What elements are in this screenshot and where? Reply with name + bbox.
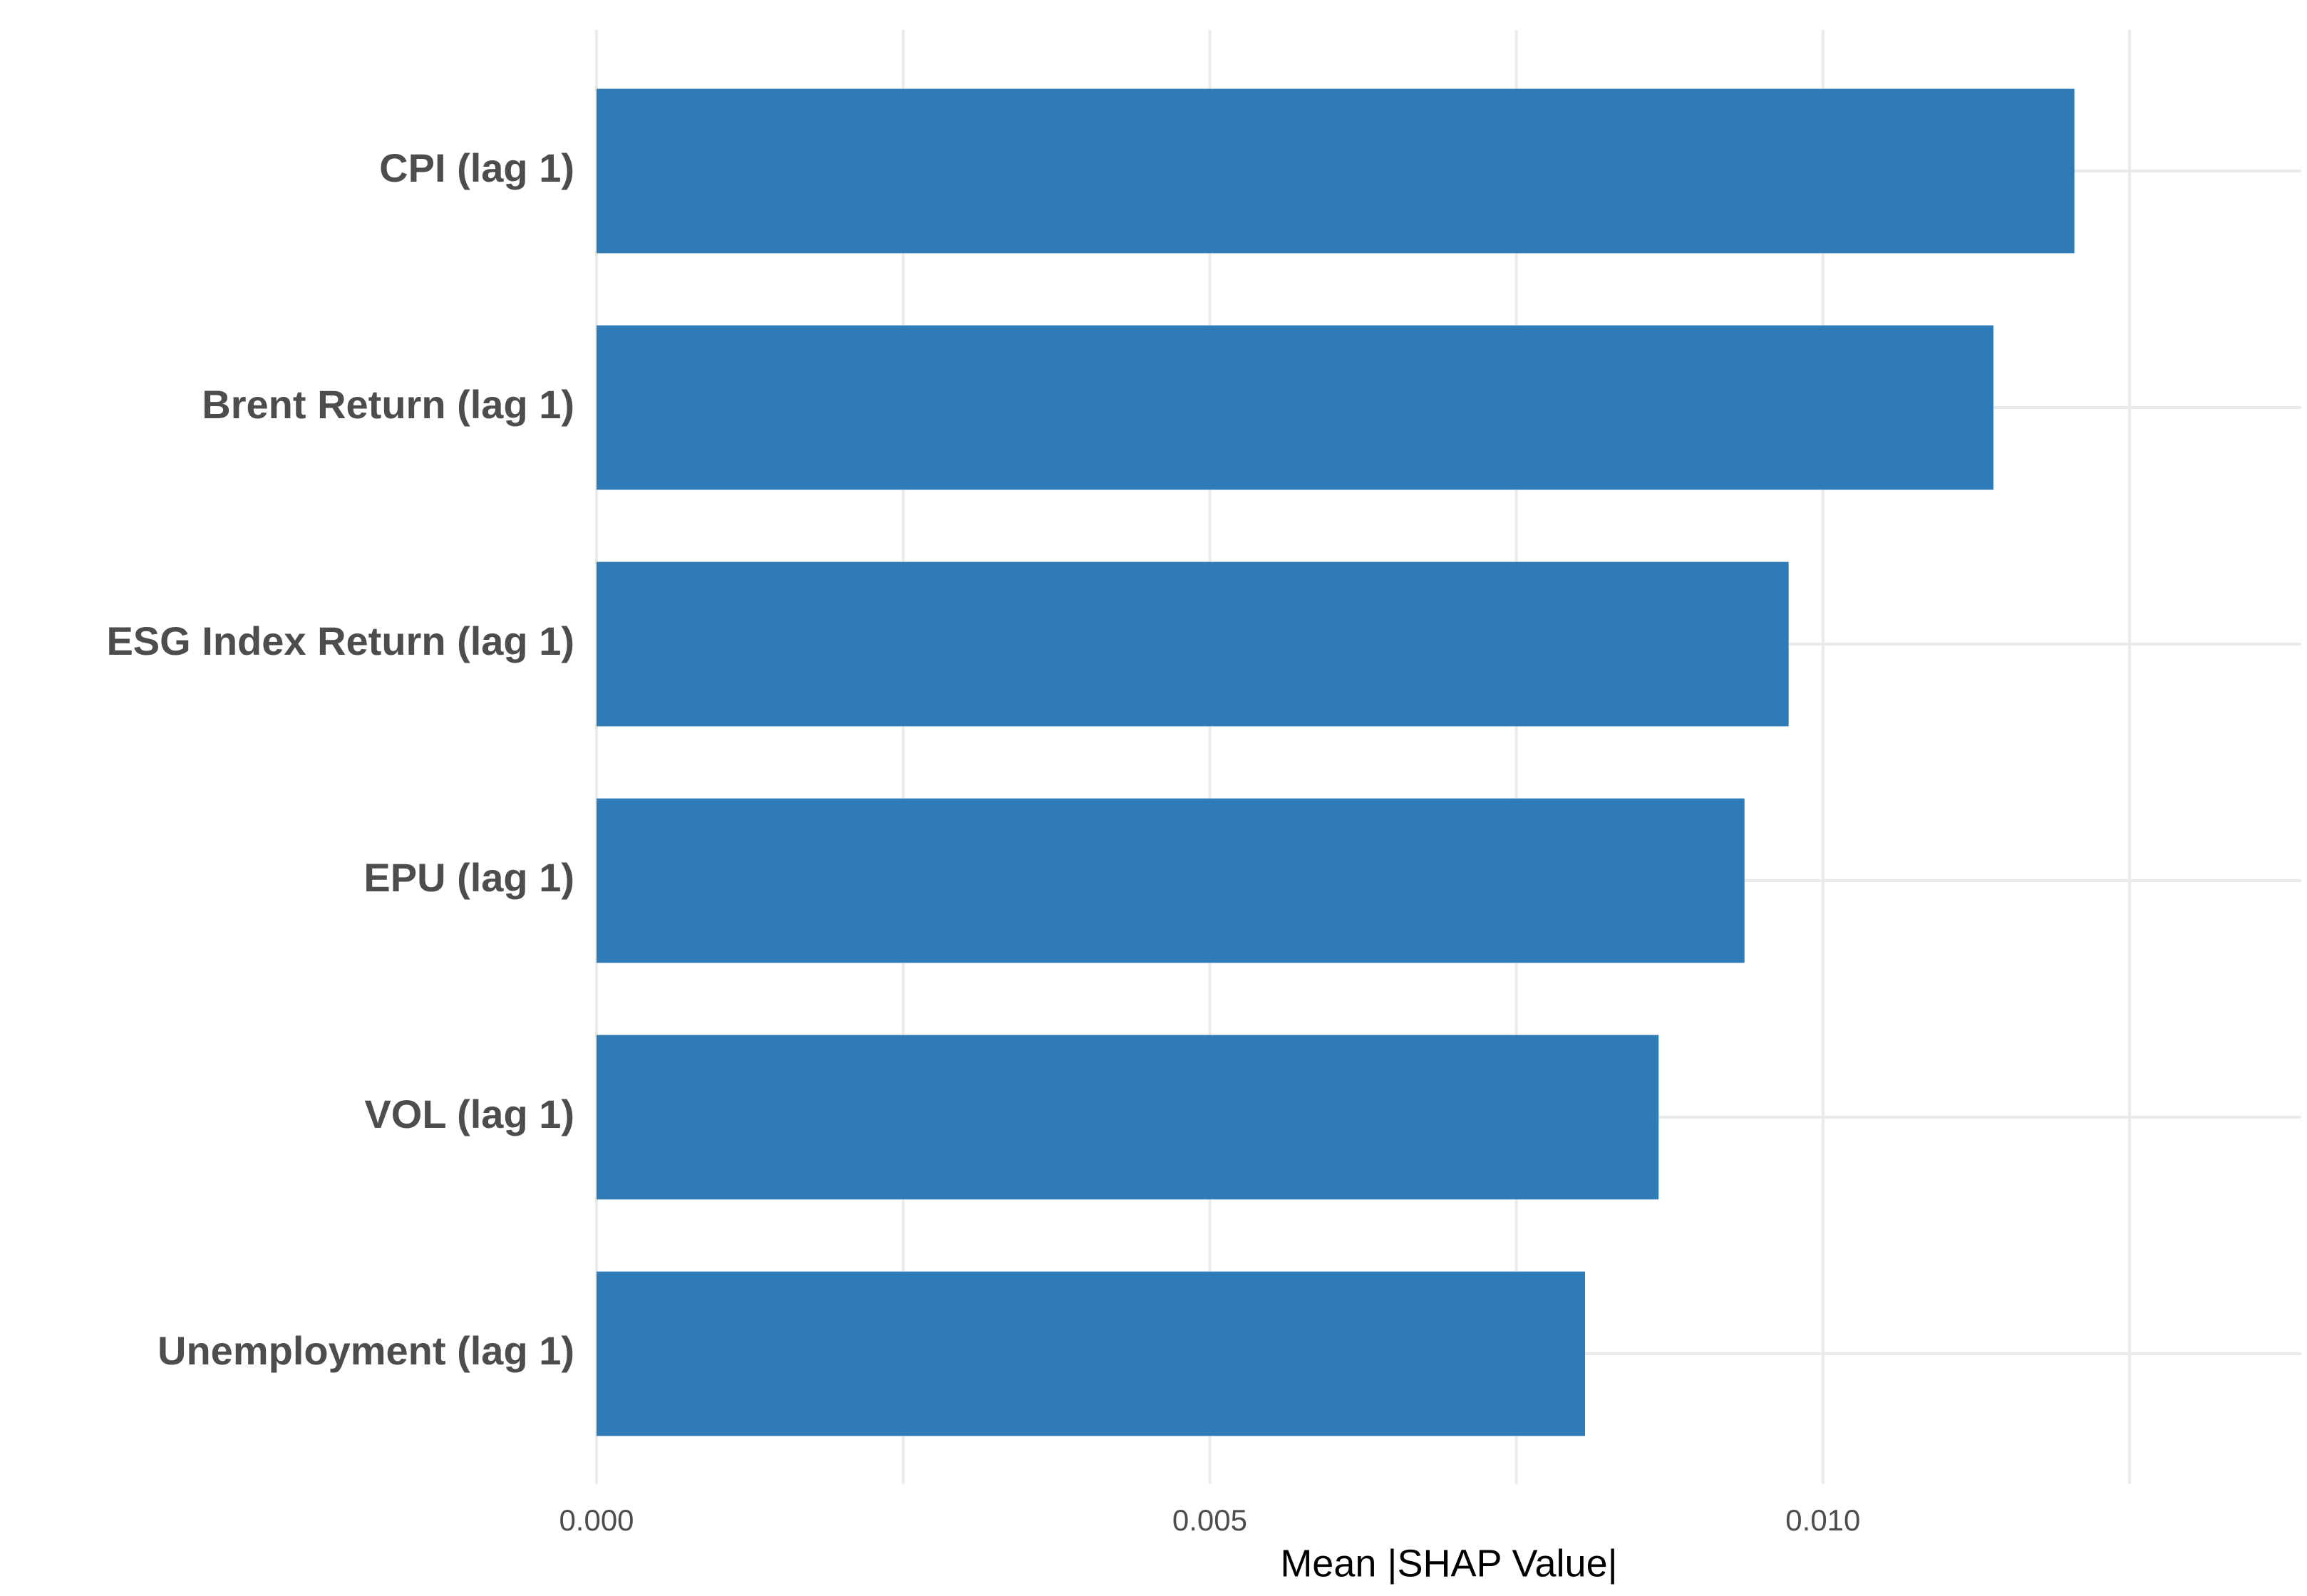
- y-tick-label: Brent Return (lag 1): [202, 382, 574, 427]
- x-tick-label: 0.010: [1785, 1503, 1860, 1537]
- x-tick-label: 0.005: [1172, 1503, 1247, 1537]
- bar: [597, 1035, 1659, 1200]
- y-tick-label: VOL (lag 1): [364, 1092, 574, 1136]
- bar: [597, 325, 1994, 490]
- y-tick-label: ESG Index Return (lag 1): [106, 618, 574, 663]
- y-tick-label: EPU (lag 1): [363, 855, 574, 900]
- bar: [597, 1271, 1586, 1436]
- bar: [597, 88, 2075, 254]
- y-tick-label: CPI (lag 1): [379, 145, 574, 190]
- x-tick-label: 0.000: [559, 1503, 634, 1537]
- bar: [597, 798, 1745, 963]
- x-axis-title: Mean |SHAP Value|: [1280, 1542, 1617, 1585]
- y-tick-label: Unemployment (lag 1): [158, 1328, 574, 1373]
- bar: [597, 561, 1789, 727]
